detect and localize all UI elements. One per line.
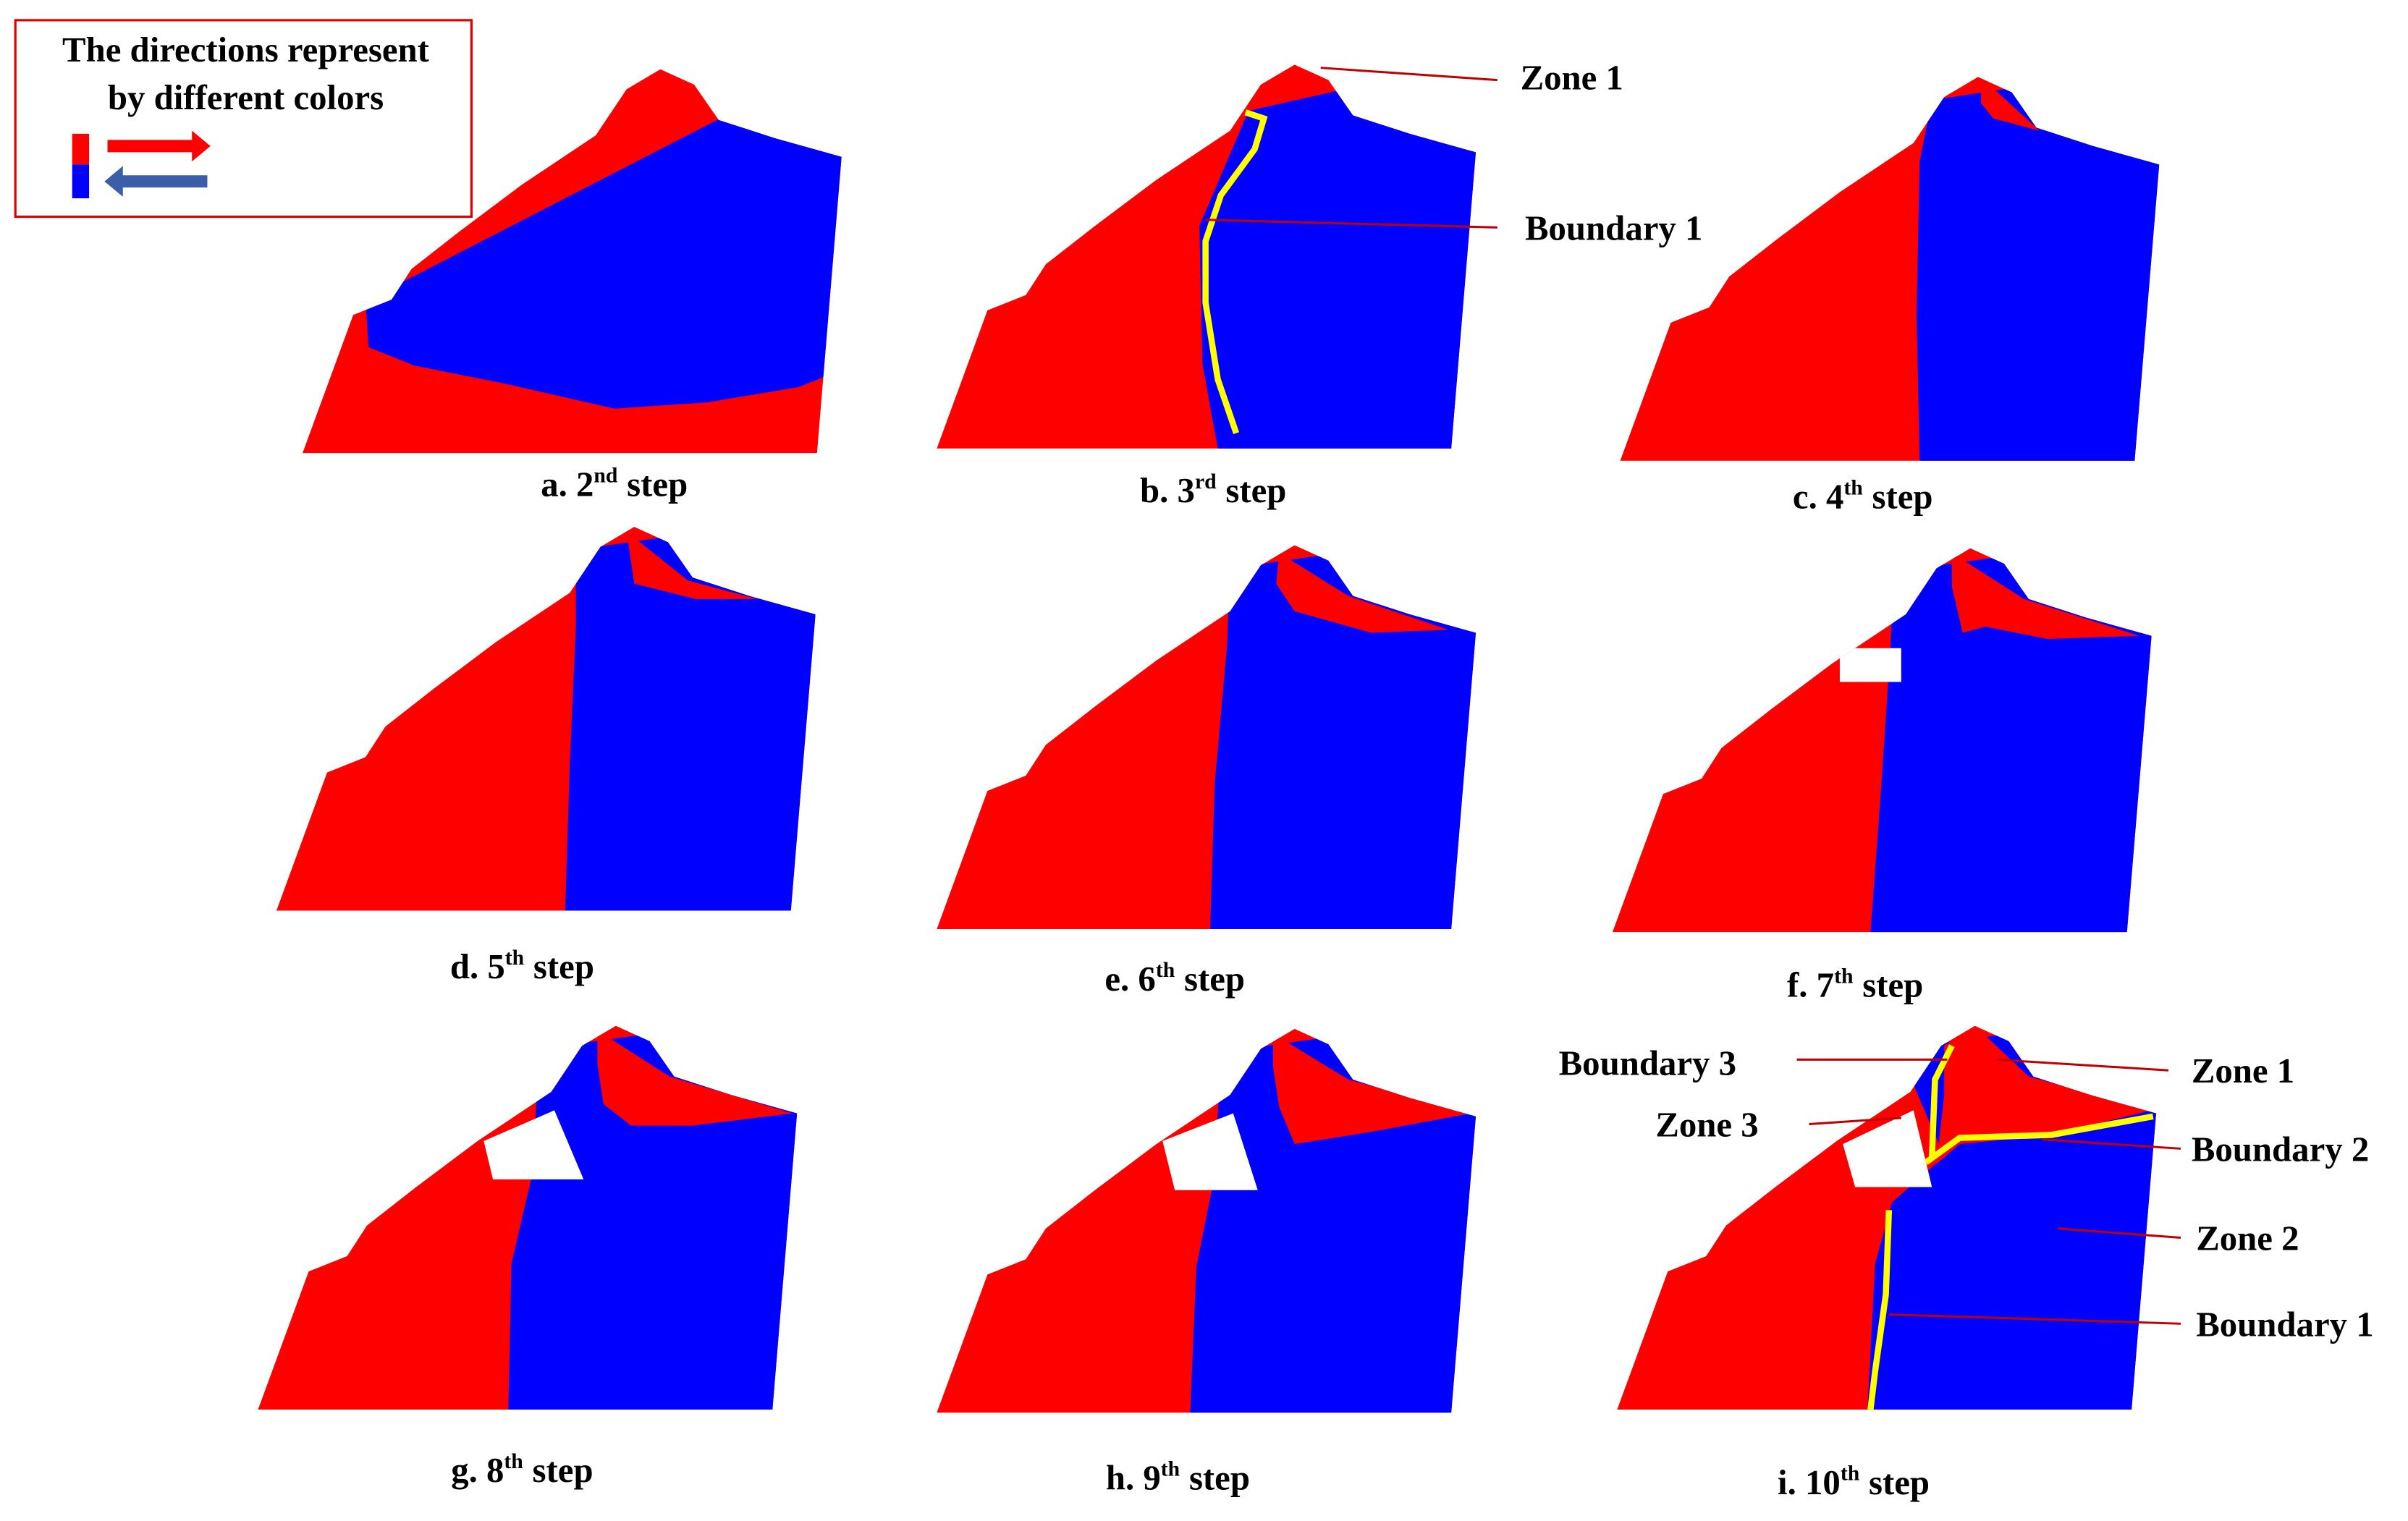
- panel-d: [276, 527, 816, 911]
- caption-label: e. 6: [1104, 959, 1155, 999]
- caption-word: step: [1862, 965, 1923, 1004]
- legend-swatch: [72, 133, 90, 165]
- caption-word: step: [1872, 478, 1933, 517]
- panel-g: [258, 1025, 798, 1410]
- caption-superscript: th: [1156, 959, 1175, 982]
- legend-text: by different colors: [108, 78, 384, 117]
- caption-label: a. 2: [541, 465, 593, 504]
- caption-label: f. 7: [1787, 965, 1834, 1004]
- annotation: Boundary 3: [1559, 1044, 1736, 1083]
- panel-caption: i. 10th step: [1778, 1462, 1930, 1502]
- caption-word: step: [1225, 471, 1286, 510]
- caption-label: i. 10: [1778, 1463, 1841, 1502]
- caption-superscript: th: [1161, 1457, 1180, 1480]
- caption-label: h. 9: [1106, 1458, 1161, 1497]
- caption-superscript: th: [1841, 1462, 1860, 1486]
- caption-label: c. 4: [1793, 478, 1843, 517]
- caption-word: step: [533, 947, 594, 986]
- annotation: Zone 3: [1655, 1105, 1758, 1144]
- caption-word: step: [627, 465, 688, 504]
- caption-superscript: th: [505, 946, 525, 970]
- arrow-right: [107, 130, 211, 162]
- boundary-line: [1867, 1044, 2154, 1410]
- caption-label: d. 5: [450, 947, 505, 986]
- leader-line: [1320, 67, 1497, 82]
- panel-caption: f. 7th step: [1787, 965, 1923, 1004]
- caption-superscript: th: [1834, 965, 1854, 988]
- panel-caption: d. 5th step: [450, 946, 594, 986]
- panel-caption: e. 6th step: [1104, 959, 1245, 999]
- panel-e: [937, 545, 1477, 930]
- leader-line: [1888, 1313, 2181, 1325]
- leader-line: [1205, 219, 1497, 229]
- annotation: Boundary 1: [2196, 1305, 2373, 1344]
- annotation: Boundary 1: [1525, 208, 1702, 247]
- panel-f: [1612, 548, 2152, 933]
- caption-superscript: th: [504, 1450, 523, 1473]
- boundary-line: [1202, 109, 1268, 435]
- panel-caption: b. 3rd step: [1140, 470, 1286, 510]
- leader-line: [1809, 1117, 1901, 1125]
- caption-superscript: rd: [1195, 470, 1217, 493]
- annotation: Boundary 2: [2192, 1130, 2369, 1169]
- panel-caption: a. 2nd step: [541, 465, 688, 504]
- caption-superscript: th: [1843, 477, 1863, 500]
- panel-caption: h. 9th step: [1106, 1457, 1250, 1497]
- panel-caption: c. 4th step: [1793, 477, 1933, 517]
- legend-swatch: [72, 164, 90, 199]
- caption-label: g. 8: [451, 1451, 504, 1490]
- leader-line: [2042, 1138, 2181, 1150]
- legend-box: [14, 19, 473, 219]
- annotation: Zone 1: [1521, 58, 1623, 97]
- caption-word: step: [1184, 959, 1245, 999]
- panel-caption: g. 8th step: [451, 1450, 593, 1490]
- caption-word: step: [1189, 1458, 1250, 1497]
- panel-c: [1620, 77, 2160, 461]
- caption-label: b. 3: [1140, 471, 1195, 510]
- caption-word: step: [533, 1451, 593, 1490]
- caption-word: step: [1869, 1463, 1930, 1502]
- panel-h: [937, 1028, 1477, 1413]
- caption-superscript: nd: [593, 465, 618, 488]
- panel-b: [937, 64, 1477, 449]
- annotation: Zone 2: [2196, 1219, 2299, 1258]
- annotation: Zone 1: [2192, 1051, 2294, 1090]
- leader-line: [2058, 1227, 2181, 1239]
- arrow-left: [104, 166, 208, 197]
- leader-line: [1996, 1058, 2169, 1072]
- legend-text: The directions represent: [62, 30, 430, 69]
